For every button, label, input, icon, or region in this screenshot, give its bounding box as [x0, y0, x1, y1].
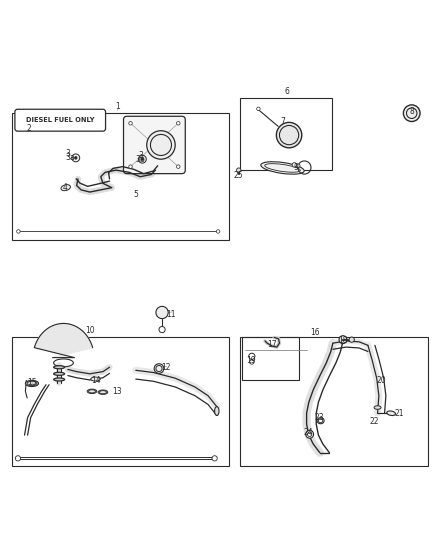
Text: 2: 2 [26, 124, 31, 133]
Text: 14: 14 [92, 376, 101, 385]
Circle shape [297, 164, 300, 167]
Bar [240, 98, 332, 170]
Circle shape [257, 107, 260, 110]
Circle shape [339, 336, 347, 344]
Bar [12, 113, 229, 240]
Text: 7: 7 [280, 117, 285, 126]
Ellipse shape [261, 161, 304, 174]
FancyBboxPatch shape [124, 116, 185, 174]
Circle shape [15, 456, 21, 461]
Ellipse shape [387, 411, 396, 416]
Text: 13: 13 [113, 387, 122, 396]
Bar [242, 336, 299, 381]
Text: 11: 11 [166, 310, 176, 319]
Ellipse shape [53, 366, 64, 369]
Circle shape [216, 230, 220, 233]
Text: 6: 6 [284, 87, 290, 96]
FancyBboxPatch shape [15, 109, 106, 131]
Ellipse shape [87, 389, 97, 393]
Circle shape [72, 154, 80, 162]
Text: 23: 23 [315, 413, 325, 422]
Text: 17: 17 [267, 340, 276, 349]
Ellipse shape [154, 364, 164, 374]
Circle shape [237, 168, 241, 172]
Ellipse shape [215, 407, 219, 415]
Text: 18: 18 [338, 336, 347, 345]
Circle shape [141, 158, 144, 160]
Circle shape [138, 155, 146, 163]
Ellipse shape [91, 377, 100, 381]
Circle shape [159, 327, 165, 333]
Ellipse shape [276, 123, 302, 148]
Circle shape [17, 230, 20, 233]
Text: 3: 3 [65, 149, 71, 158]
Bar [12, 336, 229, 466]
Ellipse shape [25, 381, 39, 386]
Circle shape [306, 430, 314, 438]
Ellipse shape [403, 105, 420, 122]
Circle shape [249, 353, 255, 359]
Text: 8: 8 [410, 107, 414, 116]
Ellipse shape [53, 372, 64, 375]
Text: 16: 16 [311, 328, 320, 337]
Text: 19: 19 [246, 356, 256, 365]
Ellipse shape [98, 390, 108, 394]
Text: 9: 9 [293, 164, 298, 173]
Polygon shape [34, 324, 93, 358]
Circle shape [250, 360, 254, 364]
Text: 3a: 3a [65, 154, 75, 163]
Circle shape [307, 432, 312, 437]
Text: 15: 15 [27, 378, 37, 387]
Text: DIESEL FUEL ONLY: DIESEL FUEL ONLY [26, 117, 95, 123]
Text: 4: 4 [62, 183, 67, 192]
Text: 10: 10 [85, 326, 95, 335]
Ellipse shape [317, 418, 324, 424]
Circle shape [74, 157, 77, 159]
Circle shape [292, 163, 297, 167]
Text: 25: 25 [233, 171, 243, 180]
Circle shape [212, 456, 217, 461]
Text: 22: 22 [370, 417, 379, 426]
Circle shape [177, 122, 180, 125]
Text: 12: 12 [161, 363, 170, 372]
Ellipse shape [53, 378, 64, 381]
Ellipse shape [374, 406, 381, 409]
Text: 24: 24 [303, 429, 313, 438]
Circle shape [156, 306, 168, 319]
Ellipse shape [147, 131, 175, 159]
Circle shape [177, 165, 180, 168]
Circle shape [349, 337, 354, 342]
Text: 1: 1 [115, 102, 120, 111]
Text: 3: 3 [138, 151, 144, 160]
Circle shape [129, 122, 132, 125]
Text: 20: 20 [376, 376, 386, 385]
Circle shape [129, 165, 132, 168]
Text: 3b: 3b [135, 155, 145, 164]
Bar [240, 336, 428, 466]
Text: 21: 21 [395, 409, 404, 418]
Ellipse shape [61, 184, 71, 191]
Text: 5: 5 [133, 190, 138, 199]
